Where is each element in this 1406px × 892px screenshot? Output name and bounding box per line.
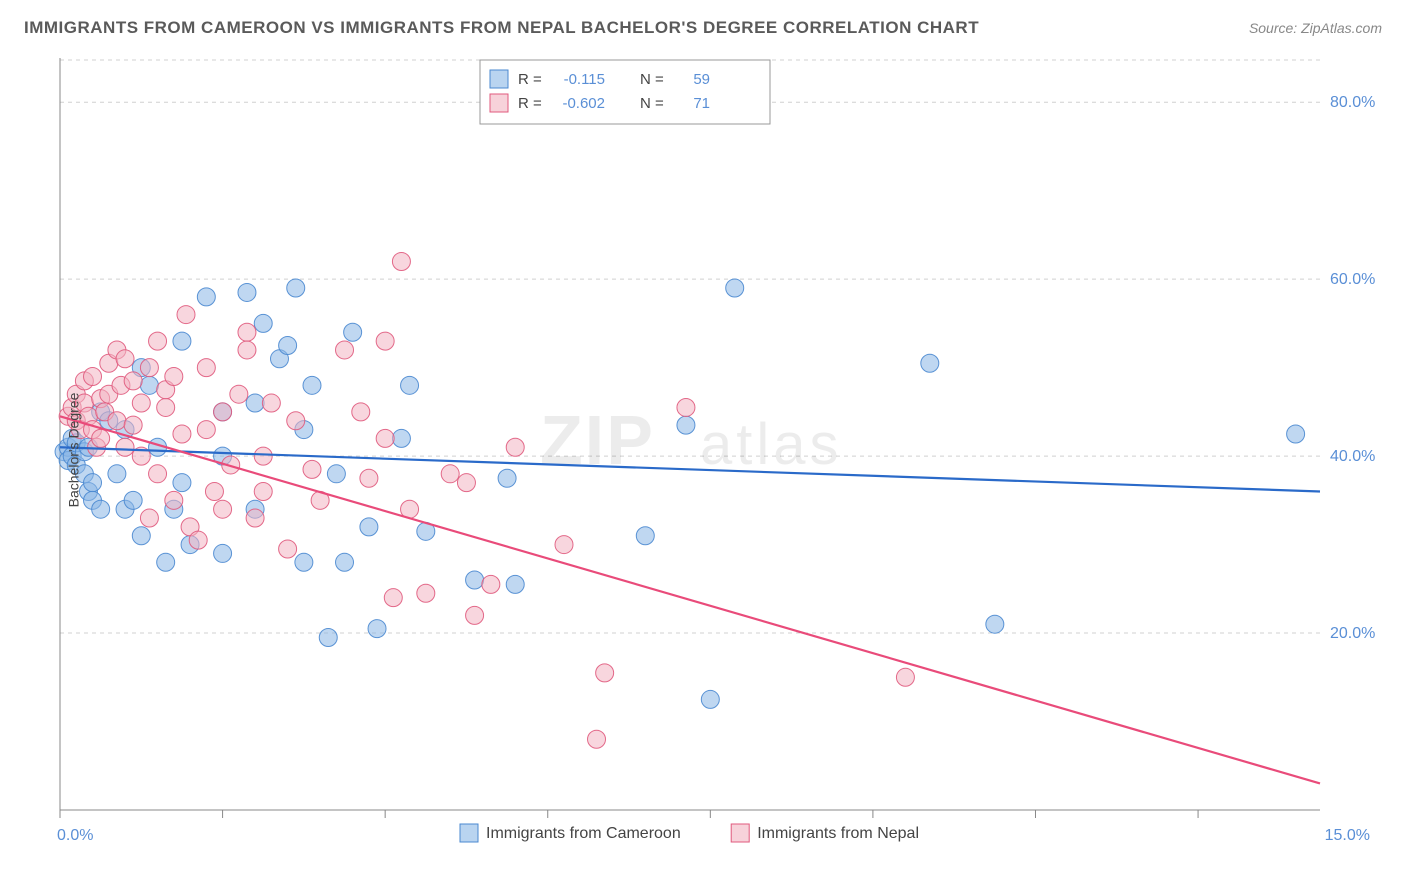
y-axis-label: Bachelor's Degree	[65, 393, 81, 508]
regression-line-cameroon	[60, 447, 1320, 491]
legend-label-nepal: Immigrants from Nepal	[757, 825, 919, 842]
regression-line-nepal	[60, 416, 1320, 783]
x-start-label: 0.0%	[57, 827, 93, 844]
svg-text:N =: N =	[640, 71, 664, 88]
svg-text:-0.602: -0.602	[562, 95, 605, 112]
y-tick-label: 80.0%	[1330, 94, 1375, 111]
svg-text:-0.115: -0.115	[564, 71, 605, 88]
svg-text:R =: R =	[518, 71, 542, 88]
source-attribution: Source: ZipAtlas.com	[1249, 20, 1382, 36]
axes	[60, 58, 1320, 818]
svg-text:R =: R =	[518, 95, 542, 112]
chart-title: IMMIGRANTS FROM CAMEROON VS IMMIGRANTS F…	[24, 18, 979, 38]
legend-swatch-nepal	[731, 824, 749, 842]
x-end-label: 15.0%	[1325, 827, 1370, 844]
legend-swatch-cameroon	[460, 824, 478, 842]
svg-text:59: 59	[693, 71, 710, 88]
svg-text:71: 71	[693, 95, 710, 112]
correlation-legend: R = -0.115 N = 59 R = -0.602 N = 71	[480, 60, 770, 124]
y-tick-label: 60.0%	[1330, 271, 1375, 288]
svg-text:atlas: atlas	[700, 412, 843, 477]
chart-area: Bachelor's Degree ZIPatlas20.0%40.0%60.0…	[20, 50, 1386, 850]
y-tick-label: 40.0%	[1330, 448, 1375, 465]
scatter-chart: ZIPatlas20.0%40.0%60.0%80.0%0.0%15.0%R =…	[20, 50, 1386, 850]
legend-label-cameroon: Immigrants from Cameroon	[486, 825, 681, 842]
y-tick-label: 20.0%	[1330, 625, 1375, 642]
series-nepal	[59, 252, 914, 748]
series-legend: Immigrants from Cameroon Immigrants from …	[460, 824, 919, 842]
svg-text:N =: N =	[640, 95, 664, 112]
